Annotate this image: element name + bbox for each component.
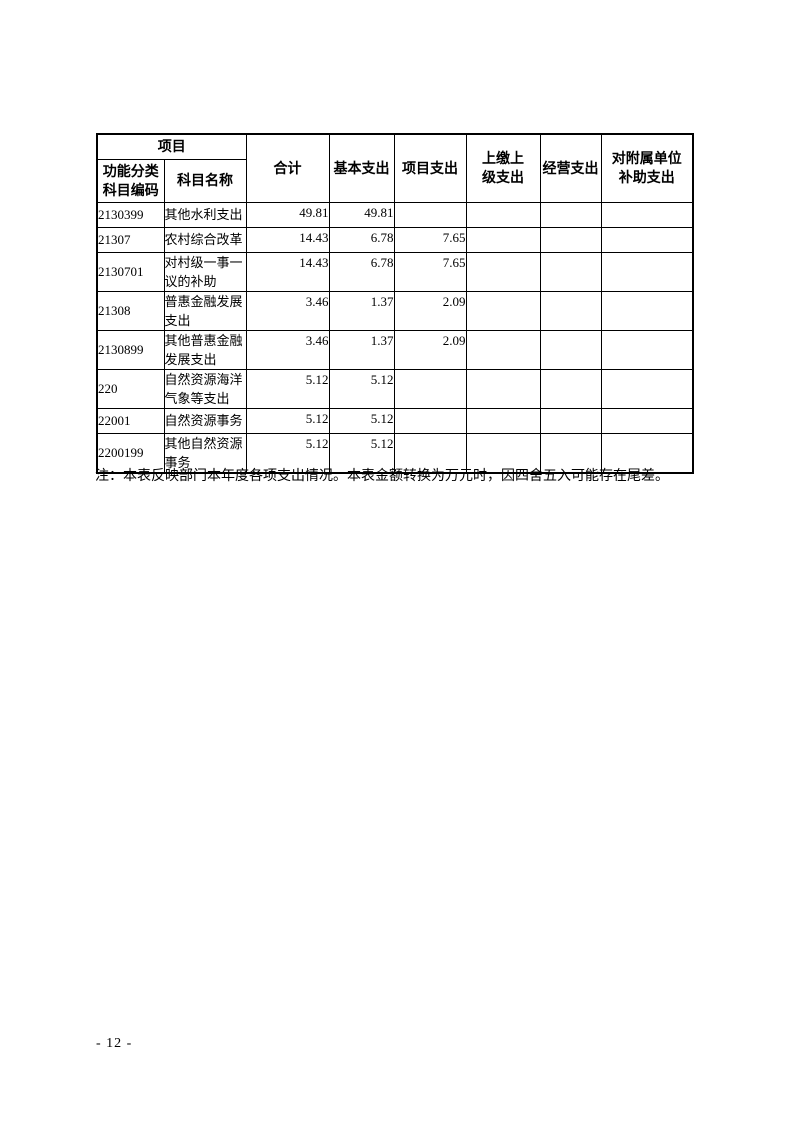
project-cell	[393, 368, 467, 409]
subsidy-cell	[600, 368, 694, 409]
subsidy-cell	[600, 407, 694, 434]
project-cell: 2.09	[393, 290, 467, 331]
name-cell: 对村级一事一议的补助	[163, 251, 247, 292]
total-cell: 5.12	[245, 432, 330, 473]
table-footnote: 注：本表反映部门本年度各项支出情况。本表金额转换为万元时，因四舍五入可能存在尾差…	[95, 469, 669, 484]
upper-cell	[465, 407, 541, 434]
total-cell: 49.81	[245, 201, 330, 228]
name-cell: 农村综合改革	[163, 226, 247, 253]
page-number: - 12 -	[96, 1036, 133, 1051]
table-row: 2130899 其他普惠金融发展支出 3.46 1.37 2.09	[96, 329, 694, 370]
basic-cell: 6.78	[328, 226, 395, 253]
upper-cell	[465, 290, 541, 331]
subsidy-cell	[600, 432, 694, 473]
code-cell: 220	[96, 368, 165, 409]
header-function-code: 功能分类 科目编码	[96, 158, 165, 203]
table-row: 220 自然资源海洋气象等支出 5.12 5.12	[96, 368, 694, 409]
code-cell: 21308	[96, 290, 165, 331]
operating-cell	[539, 251, 602, 292]
basic-cell: 1.37	[328, 329, 395, 370]
subsidy-cell	[600, 329, 694, 370]
basic-cell: 5.12	[328, 432, 395, 473]
project-cell: 2.09	[393, 329, 467, 370]
code-cell: 2130399	[96, 201, 165, 228]
table-header-row-1: 项目 合计 基本支出 项目支出 上缴上 级支出 经营支出 对附属单位 补助支出	[96, 133, 694, 203]
upper-cell	[465, 201, 541, 228]
project-cell	[393, 201, 467, 228]
subsidy-cell	[600, 226, 694, 253]
name-cell: 自然资源海洋气象等支出	[163, 368, 247, 409]
table-row: 22001 自然资源事务 5.12 5.12	[96, 407, 694, 434]
basic-cell: 5.12	[328, 368, 395, 409]
table-row: 2130701 对村级一事一议的补助 14.43 6.78 7.65	[96, 251, 694, 292]
upper-cell	[465, 226, 541, 253]
name-cell: 自然资源事务	[163, 407, 247, 434]
header-basic-expense: 基本支出	[328, 133, 395, 203]
table-row: 2130399 其他水利支出 49.81 49.81	[96, 201, 694, 228]
basic-cell: 49.81	[328, 201, 395, 228]
basic-cell: 5.12	[328, 407, 395, 434]
upper-cell	[465, 251, 541, 292]
project-cell	[393, 432, 467, 473]
upper-cell	[465, 368, 541, 409]
operating-cell	[539, 290, 602, 331]
name-cell: 其他水利支出	[163, 201, 247, 228]
name-cell: 普惠金融发展支出	[163, 290, 247, 331]
basic-cell: 1.37	[328, 290, 395, 331]
header-subject-name: 科目名称	[163, 158, 247, 203]
header-subsidy-expense: 对附属单位 补助支出	[600, 133, 694, 203]
code-cell: 22001	[96, 407, 165, 434]
table-header-row-2: 功能分类 科目编码 科目名称	[96, 158, 693, 203]
header-total: 合计	[245, 133, 330, 203]
project-cell: 7.65	[393, 251, 467, 292]
total-cell: 14.43	[245, 251, 330, 292]
total-cell: 14.43	[245, 226, 330, 253]
operating-cell	[539, 226, 602, 253]
operating-cell	[539, 329, 602, 370]
name-cell: 其他自然资源事务	[163, 432, 247, 473]
subsidy-cell	[600, 290, 694, 331]
operating-cell	[539, 201, 602, 228]
header-operating-expense: 经营支出	[539, 133, 602, 203]
table-row: 2200199 其他自然资源事务 5.12 5.12	[96, 432, 694, 473]
code-cell: 2130701	[96, 251, 165, 292]
code-cell: 21307	[96, 226, 165, 253]
header-project-group: 项目	[96, 133, 247, 160]
subsidy-cell	[600, 201, 694, 228]
code-cell: 2200199	[96, 432, 165, 473]
header-project-expense: 项目支出	[393, 133, 467, 203]
project-cell	[393, 407, 467, 434]
subsidy-cell	[600, 251, 694, 292]
basic-cell: 6.78	[328, 251, 395, 292]
operating-cell	[539, 432, 602, 473]
upper-cell	[465, 432, 541, 473]
table-row: 21307 农村综合改革 14.43 6.78 7.65	[96, 226, 694, 253]
total-cell: 5.12	[245, 407, 330, 434]
total-cell: 3.46	[245, 329, 330, 370]
code-cell: 2130899	[96, 329, 165, 370]
total-cell: 3.46	[245, 290, 330, 331]
table-row: 21308 普惠金融发展支出 3.46 1.37 2.09	[96, 290, 694, 331]
header-upper-level-expense: 上缴上 级支出	[465, 133, 541, 203]
upper-cell	[465, 329, 541, 370]
total-cell: 5.12	[245, 368, 330, 409]
operating-cell	[539, 407, 602, 434]
name-cell: 其他普惠金融发展支出	[163, 329, 247, 370]
operating-cell	[539, 368, 602, 409]
project-cell: 7.65	[393, 226, 467, 253]
expenditure-table: 项目 合计 基本支出 项目支出 上缴上 级支出 经营支出 对附属单位 补助支出 …	[96, 133, 694, 474]
